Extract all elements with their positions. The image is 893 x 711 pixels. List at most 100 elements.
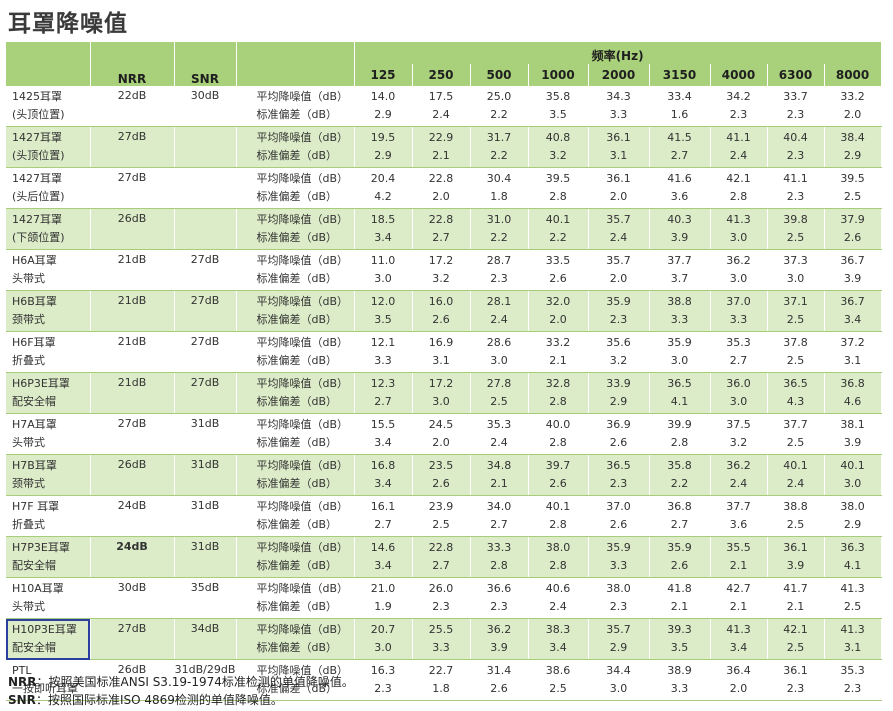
sd-value: 3.9: [786, 559, 805, 572]
sd-value: 3.3: [609, 108, 628, 121]
mean-value: 41.1: [726, 131, 751, 144]
sd-value: 3.0: [843, 477, 862, 490]
mean-value: 36.2: [726, 459, 751, 472]
snr-cell: 35dB: [174, 577, 237, 619]
product-variant: 配安全帽: [12, 641, 56, 654]
mean-value: 28.7: [486, 254, 512, 267]
product-name: 1425耳罩: [12, 90, 62, 103]
measure-label-cell: 平均降噪值（dB） 标准偏差（dB）: [236, 372, 355, 414]
mean-value: 38.8: [667, 295, 692, 308]
measure-label-cell: 平均降噪值（dB） 标准偏差（dB）: [236, 413, 355, 455]
snr-cell: [174, 208, 237, 250]
product-cell: H7F 耳罩 折叠式: [6, 495, 91, 537]
value-cell: 36.7 3.4: [824, 290, 882, 332]
value-cell: 35.7 2.4: [588, 208, 650, 250]
sd-label: 标准偏差（dB）: [256, 600, 338, 613]
mean-value: 11.0: [370, 254, 396, 267]
sd-value: 2.3: [490, 600, 508, 613]
value-cell: 35.7 2.9: [588, 618, 650, 660]
value-cell: 38.9 3.3: [649, 659, 711, 701]
value-cell: 22.9 2.1: [412, 126, 471, 168]
value-cell: 36.1 2.0: [588, 167, 650, 209]
mean-value: 39.5: [840, 172, 865, 185]
sd-value: 1.8: [490, 190, 508, 203]
sd-value: 3.1: [609, 149, 628, 162]
sd-value: 3.0: [490, 354, 508, 367]
mean-label: 平均降噪值（dB）: [256, 541, 349, 554]
sd-value: 2.3: [374, 682, 392, 695]
sd-value: 3.4: [374, 231, 392, 244]
header-frequency: 3150: [649, 64, 711, 86]
sd-label: 标准偏差（dB）: [256, 436, 338, 449]
nrr-note: NRR：按照美国标准ANSI S3.19-1974标准检测的单值降噪值。: [8, 673, 354, 691]
value-cell: 16.9 3.1: [412, 331, 471, 373]
sd-value: 2.1: [490, 477, 508, 490]
sd-label: 标准偏差（dB）: [256, 518, 338, 531]
sd-value: 3.4: [549, 641, 567, 654]
table-row: 1427耳罩 (头后位置) 27dB 平均降噪值（dB） 标准偏差（dB） 20.4 4.2…: [6, 167, 882, 209]
value-cell: 37.0 3.3: [710, 290, 768, 332]
sd-value: 3.0: [374, 641, 392, 654]
sd-value: 2.8: [729, 190, 748, 203]
header-product-spacer: [6, 42, 91, 86]
sd-value: 3.4: [374, 477, 392, 490]
value-cell: 40.1 2.2: [528, 208, 589, 250]
value-cell: 39.3 3.5: [649, 618, 711, 660]
nrr-cell: 24dB: [90, 495, 175, 537]
value-cell: 35.7 2.0: [588, 249, 650, 291]
value-cell: 40.1 3.0: [824, 454, 882, 496]
mean-label: 平均降噪值（dB）: [256, 336, 349, 349]
value-cell: 40.8 3.2: [528, 126, 589, 168]
mean-value: 36.8: [840, 377, 865, 390]
table-row: H7F 耳罩 折叠式 24dB 31dB 平均降噪值（dB） 标准偏差（dB） 16.1 2.…: [6, 495, 882, 537]
mean-label: 平均降噪值（dB）: [256, 418, 349, 431]
sd-value: 3.9: [843, 272, 862, 285]
mean-value: 36.7: [840, 254, 865, 267]
sd-value: 2.7: [432, 231, 450, 244]
sd-value: 3.3: [729, 313, 748, 326]
mean-value: 26.0: [428, 582, 454, 595]
mean-value: 38.9: [667, 664, 692, 677]
value-cell: 35.3 2.7: [710, 331, 768, 373]
nrr-cell: 24dB: [90, 536, 175, 578]
value-cell: 38.1 3.9: [824, 413, 882, 455]
nrr-cell: 26dB: [90, 454, 175, 496]
mean-value: 33.9: [606, 377, 631, 390]
mean-value: 23.9: [428, 500, 454, 513]
value-cell: 23.9 2.5: [412, 495, 471, 537]
footnotes: NRR：按照美国标准ANSI S3.19-1974标准检测的单值降噪值。 SNR…: [8, 673, 354, 709]
mean-value: 34.0: [486, 500, 512, 513]
sd-value: 2.4: [786, 477, 805, 490]
sd-label: 标准偏差（dB）: [256, 108, 338, 121]
sd-label: 标准偏差（dB）: [256, 682, 338, 695]
value-cell: 36.8 4.6: [824, 372, 882, 414]
mean-value: 16.1: [370, 500, 396, 513]
value-cell: 41.7 2.1: [767, 577, 825, 619]
value-cell: 23.5 2.6: [412, 454, 471, 496]
sd-value: 4.6: [843, 395, 862, 408]
product-cell: H10A耳罩 头带式: [6, 577, 91, 619]
mean-value: 17.2: [428, 377, 454, 390]
value-cell: 39.5 2.8: [528, 167, 589, 209]
value-cell: 38.0 2.8: [528, 536, 589, 578]
mean-value: 22.7: [428, 664, 454, 677]
value-cell: 18.5 3.4: [354, 208, 413, 250]
mean-value: 37.7: [667, 254, 692, 267]
mean-value: 19.5: [370, 131, 396, 144]
value-cell: 35.8 2.2: [649, 454, 711, 496]
value-cell: 41.8 2.1: [649, 577, 711, 619]
header-frequency: 500: [470, 64, 529, 86]
mean-value: 22.8: [428, 541, 454, 554]
sd-value: 2.8: [549, 559, 567, 572]
mean-value: 22.9: [428, 131, 454, 144]
value-cell: 22.8 2.0: [412, 167, 471, 209]
sd-value: 1.9: [374, 600, 392, 613]
value-cell: 40.1 2.8: [528, 495, 589, 537]
mean-value: 35.6: [606, 336, 631, 349]
mean-value: 15.5: [370, 418, 396, 431]
mean-value: 37.7: [726, 500, 751, 513]
mean-value: 36.1: [606, 131, 631, 144]
sd-value: 2.1: [670, 600, 689, 613]
value-cell: 27.8 2.5: [470, 372, 529, 414]
mean-value: 40.1: [545, 500, 571, 513]
